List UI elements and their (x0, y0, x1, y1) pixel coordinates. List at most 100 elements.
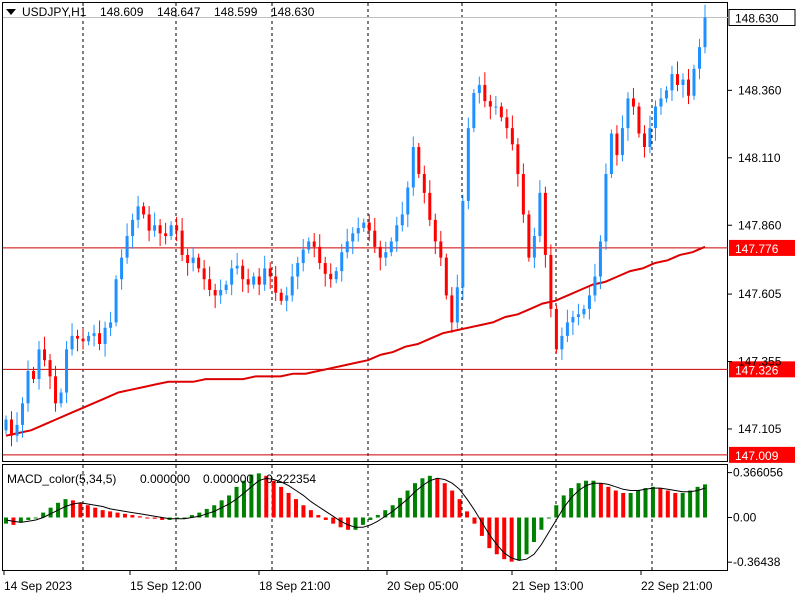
candle-bear (422, 173, 426, 193)
bid-price-tag (728, 8, 796, 26)
macd-histogram-bar (122, 513, 127, 518)
candle-bear (164, 233, 168, 237)
time-label: 20 Sep 05:00 (387, 579, 459, 593)
candle-bear (521, 173, 525, 215)
macd-histogram-bar (70, 500, 75, 518)
macd-histogram-bar (85, 505, 90, 518)
macd-histogram-bar (695, 486, 700, 518)
candle-bear (208, 279, 212, 291)
candle-bear (642, 133, 646, 148)
candle-bear (279, 292, 283, 301)
candle-bull (263, 268, 267, 285)
candle-bull (351, 233, 355, 242)
macd-histogram-bar (294, 499, 299, 518)
macd-histogram-bar (63, 499, 68, 518)
candle-bear (43, 349, 47, 361)
macd-histogram-bar (197, 512, 202, 518)
macd-histogram-bar (457, 499, 462, 518)
candle-bull (15, 424, 19, 436)
macd-histogram-bar (405, 490, 410, 518)
chart-menu-triangle-icon[interactable] (6, 9, 16, 15)
candle-bull (659, 98, 663, 107)
macd-histogram-bar (665, 490, 670, 518)
price-tick-label: 147.105 (738, 422, 782, 436)
macd-histogram-bar (18, 517, 23, 523)
candle-bull (692, 68, 696, 96)
macd-histogram-bar (4, 517, 8, 524)
candle-bear (428, 192, 432, 220)
macd-tick-label: 0.366056 (733, 466, 783, 480)
macd-histogram-bar (531, 517, 536, 543)
candle-bear (197, 257, 201, 269)
macd-histogram-bar (130, 515, 135, 518)
candle-bear (505, 117, 509, 129)
macd-histogram-bar (227, 495, 232, 518)
macd-histogram-bar (26, 517, 31, 520)
candle-bull (620, 128, 624, 156)
candle-bear (76, 335, 80, 339)
candle-bear (158, 225, 162, 234)
candle-bear (417, 147, 421, 174)
macd-histogram-bar (152, 517, 157, 519)
macd-histogram-bar (316, 515, 321, 518)
macd-histogram-bar (204, 508, 209, 518)
macd-histogram-bar (308, 510, 313, 518)
price-tick-label: 147.605 (738, 287, 782, 301)
horizontal-levels[interactable]: 147.776 147.326 147.009 148.630 (3, 8, 796, 463)
candle-bear (10, 419, 14, 436)
macd-histogram-bar (256, 473, 261, 518)
macd-histogram-bar (487, 517, 492, 549)
macd-tick-label: -0.36438 (733, 555, 781, 569)
candle-bull (307, 241, 311, 250)
macd-histogram-bar (598, 483, 603, 518)
candle-bull (532, 236, 536, 258)
symbol-label: USDJPY,H1 (22, 5, 87, 19)
macd-histogram-bar (346, 517, 351, 530)
time-label: 15 Sep 12:00 (130, 579, 202, 593)
candle-bull (648, 128, 652, 148)
macd-histogram-bar (331, 517, 336, 524)
candle-bear (213, 290, 217, 296)
candle-bull (230, 268, 234, 285)
candle-bear (246, 279, 250, 285)
candle-bull (92, 333, 96, 336)
macd-histogram-bar (621, 492, 626, 518)
candle-bull (400, 214, 404, 226)
level-price-tag (729, 446, 795, 463)
macd-histogram-bar (234, 486, 239, 518)
macd-histogram-bar (658, 488, 663, 518)
candle-bull (131, 219, 135, 237)
candlestick-series (4, 4, 707, 447)
macd-value-3: 0.222354 (266, 472, 316, 486)
macd-panel-frame (2, 464, 728, 571)
macd-axis: 0.366056 0.00 -0.36438 (728, 466, 783, 569)
candle-bear (180, 230, 184, 255)
candle-bull (26, 370, 30, 404)
macd-histogram-bar (78, 502, 83, 518)
candle-bull (494, 106, 498, 108)
macd-histogram-bar (524, 517, 529, 555)
macd-histogram-bar (502, 517, 507, 560)
level-price-label: 147.326 (735, 363, 779, 377)
macd-tick-label: 0.00 (733, 511, 757, 525)
candle-bull (219, 290, 223, 296)
macd-name: MACD_color(5,34,5) (7, 472, 116, 486)
candle-bull (169, 225, 173, 237)
macd-histogram-bar (182, 517, 187, 519)
candle-bull (87, 335, 91, 342)
candle-bear (510, 128, 514, 145)
macd-histogram-bar (412, 483, 417, 518)
level-price-tag (729, 361, 795, 378)
macd-histogram-bar (643, 488, 648, 518)
candle-bull (697, 47, 701, 69)
price-tick-label: 148.360 (738, 83, 782, 97)
candle-bull (120, 257, 124, 280)
candle-bear (373, 230, 377, 247)
macd-histogram-bar (427, 475, 432, 518)
candle-bear (450, 295, 454, 323)
price-axis: 148.360 148.110 147.860 147.605 147.355 147.1… (728, 83, 782, 436)
candle-bull (345, 241, 349, 253)
main-panel-frame (2, 2, 728, 462)
